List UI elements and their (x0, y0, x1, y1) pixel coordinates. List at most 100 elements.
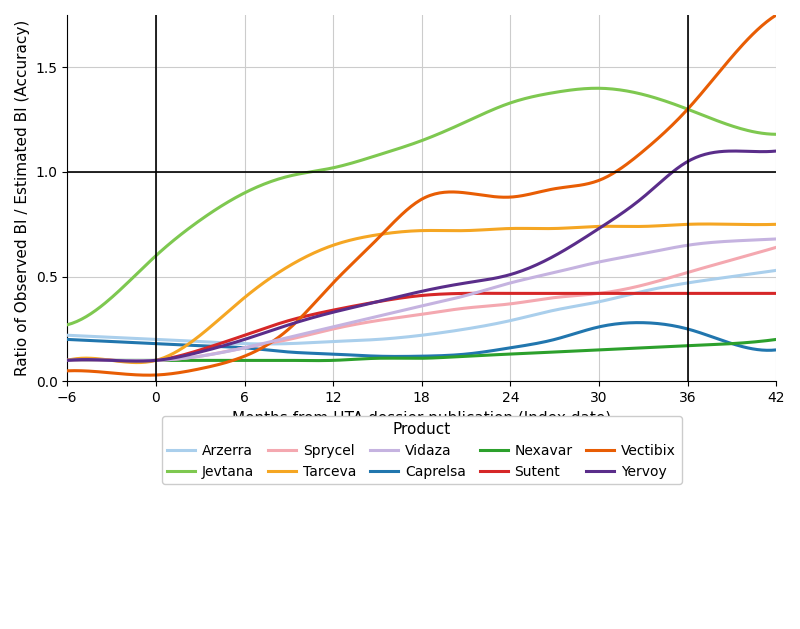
X-axis label: Months from HTA dossier publication (Index date): Months from HTA dossier publication (Ind… (232, 411, 611, 426)
Sutent (478, 289, 487, 297)
Jevtana (496, 103, 506, 110)
Vidaza (662, 245, 672, 253)
Sprycel (662, 275, 672, 282)
Sutent (710, 289, 719, 297)
Jevtana (485, 108, 494, 115)
Line: Vectibix: Vectibix (67, 15, 776, 375)
Arzerra (498, 318, 508, 326)
Tarceva (498, 225, 508, 233)
Sutent (62, 357, 72, 364)
Sutent (665, 289, 674, 297)
Nexavar (662, 343, 672, 350)
Caprelsa (634, 319, 643, 326)
Vidaza (707, 238, 717, 246)
Legend: Arzerra, Jevtana, Sprycel, Tarceva, Vidaza, Caprelsa, Nexavar, Sutent, Vectibix,: Arzerra, Jevtana, Sprycel, Tarceva, Vida… (162, 416, 682, 484)
Arzerra (771, 267, 781, 274)
Caprelsa (771, 346, 781, 353)
Arzerra (707, 276, 717, 283)
Sprycel (65, 357, 74, 364)
Arzerra (262, 340, 271, 348)
Tarceva (62, 357, 72, 364)
Sutent (501, 289, 510, 297)
Yervoy (729, 147, 738, 155)
Caprelsa (498, 345, 508, 353)
Caprelsa (485, 347, 494, 355)
Arzerra (485, 321, 494, 329)
Line: Sprycel: Sprycel (67, 247, 776, 360)
Caprelsa (392, 353, 402, 360)
Caprelsa (62, 336, 72, 343)
Sutent (65, 357, 74, 364)
Arzerra (662, 282, 672, 290)
Arzerra (62, 331, 72, 339)
Line: Arzerra: Arzerra (67, 270, 776, 344)
Sprycel (62, 357, 72, 364)
Nexavar (65, 357, 74, 364)
Line: Tarceva: Tarceva (67, 224, 776, 362)
Line: Yervoy: Yervoy (67, 151, 776, 361)
Yervoy (498, 272, 508, 280)
Sprycel (498, 301, 508, 308)
Vectibix (707, 77, 717, 84)
Nexavar (771, 336, 781, 343)
Tarceva (485, 226, 494, 233)
Jevtana (591, 84, 601, 92)
Caprelsa (665, 321, 674, 329)
Tarceva (771, 221, 781, 228)
Vidaza (487, 284, 497, 292)
Vectibix (65, 367, 74, 374)
Tarceva (710, 220, 719, 228)
Tarceva (487, 226, 497, 233)
Line: Jevtana: Jevtana (67, 88, 776, 325)
Tarceva (662, 221, 672, 229)
Caprelsa (710, 334, 719, 342)
Yervoy (487, 275, 497, 282)
Caprelsa (65, 336, 74, 343)
Line: Sutent: Sutent (67, 293, 776, 361)
Vectibix (487, 192, 497, 200)
Sprycel (771, 243, 781, 251)
Vectibix (485, 192, 494, 200)
Vidaza (131, 357, 141, 364)
Vectibix (662, 126, 672, 134)
Vectibix (498, 194, 508, 201)
Yervoy (62, 357, 72, 364)
Tarceva (65, 356, 74, 364)
Arzerra (487, 321, 497, 328)
Nexavar (707, 341, 717, 348)
Line: Caprelsa: Caprelsa (67, 323, 776, 357)
Yervoy (707, 149, 717, 157)
Sprycel (487, 302, 497, 309)
Vectibix (771, 11, 781, 19)
Yervoy (662, 172, 672, 180)
Sutent (490, 289, 499, 297)
Sprycel (707, 262, 717, 269)
Jevtana (482, 108, 492, 116)
Yervoy (131, 357, 141, 365)
Nexavar (311, 357, 321, 364)
Line: Nexavar: Nexavar (67, 340, 776, 360)
Jevtana (662, 98, 672, 106)
Vidaza (65, 357, 74, 364)
Jevtana (65, 320, 74, 328)
Tarceva (131, 359, 141, 366)
Vidaza (485, 285, 494, 292)
Caprelsa (487, 347, 497, 355)
Nexavar (62, 357, 72, 364)
Sutent (771, 289, 781, 297)
Yervoy (771, 147, 781, 155)
Vidaza (498, 281, 508, 289)
Sprycel (131, 357, 141, 364)
Sutent (487, 289, 497, 297)
Jevtana (62, 321, 72, 328)
Line: Vidaza: Vidaza (67, 239, 776, 360)
Jevtana (707, 115, 717, 123)
Sutent (131, 357, 141, 365)
Vidaza (62, 357, 72, 364)
Y-axis label: Ratio of Observed BI / Estimated BI (Accuracy): Ratio of Observed BI / Estimated BI (Acc… (15, 20, 30, 376)
Vidaza (771, 235, 781, 243)
Sprycel (485, 302, 494, 309)
Arzerra (65, 331, 74, 339)
Vectibix (62, 367, 72, 375)
Nexavar (485, 351, 494, 359)
